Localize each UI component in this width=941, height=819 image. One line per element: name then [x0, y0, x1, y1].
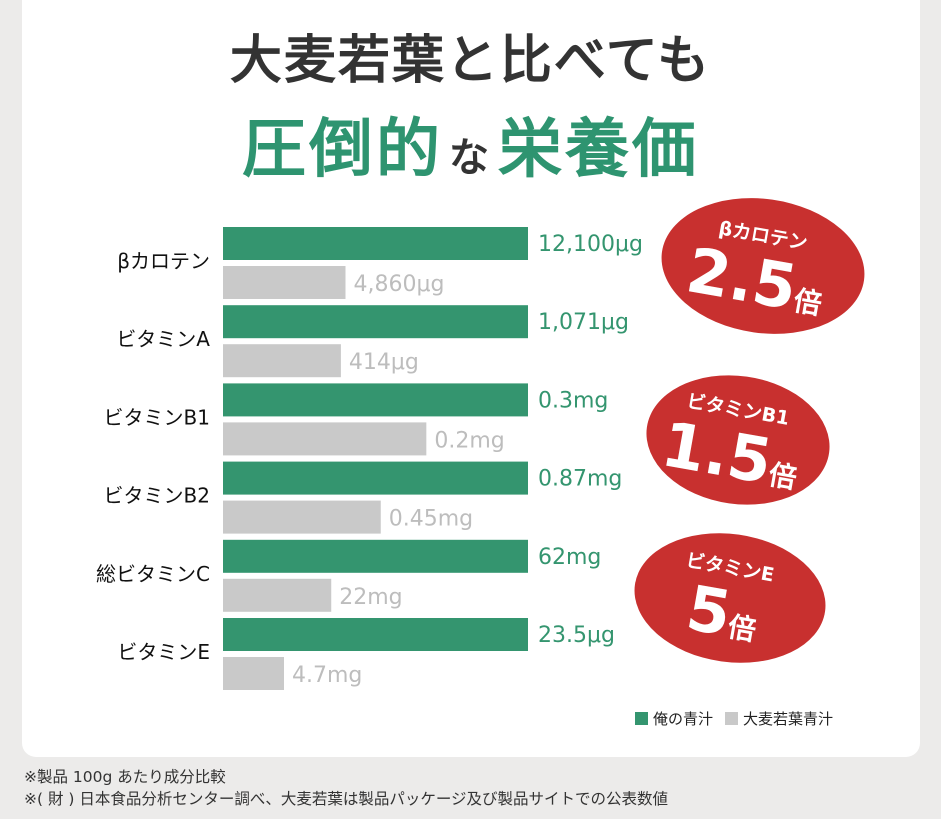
value-label-ours: 23.5μg [538, 623, 615, 648]
headline: 大麦若葉と比べても [229, 31, 712, 91]
multiplier-badge [634, 533, 826, 663]
footnote-2: ※( 財 ) 日本食品分析センター調べ、大麦若葉は製品パッケージ及び製品サイトで… [24, 790, 669, 808]
bar-barley [223, 578, 332, 612]
bar-ours [223, 227, 528, 260]
bar-ours [223, 539, 528, 573]
bar-ours [223, 305, 528, 339]
legend-label-barley: 大麦若葉青汁 [743, 710, 834, 728]
value-label-ours: 1,071μg [538, 310, 629, 335]
category-label: ビタミンE [117, 640, 210, 664]
category-label: ビタミンB2 [104, 484, 210, 508]
value-label-ours: 12,100μg [538, 232, 643, 257]
multiplier-badge [661, 198, 865, 334]
bar-ours [223, 461, 528, 495]
bar-barley [223, 422, 427, 456]
headline-connector: な [449, 135, 492, 181]
legend-swatch-barley [725, 712, 739, 725]
value-label-barley: 4,860μg [354, 272, 445, 297]
category-label: βカロテン [117, 249, 210, 273]
legend-label-ours: 俺の青汁 [653, 710, 714, 728]
multiplier-badge [646, 375, 830, 505]
value-label-barley: 4.7mg [292, 663, 362, 688]
value-label-ours: 0.3mg [538, 388, 608, 413]
bar-ours [223, 618, 528, 651]
headline-part-b: 栄養価 [498, 113, 699, 187]
bar-barley [223, 266, 346, 299]
legend-item-barley: 大麦若葉青汁 [725, 708, 833, 729]
headline-part-a: 圧倒的 [242, 113, 443, 187]
bar-barley [223, 344, 341, 378]
legend-item-ours: 俺の青汁 [635, 708, 713, 729]
value-label-barley: 0.2mg [434, 428, 504, 453]
footnote-1: ※製品 100g あたり成分比較 [24, 768, 226, 786]
value-label-barley: 22mg [339, 585, 402, 610]
value-label-ours: 0.87mg [538, 467, 622, 492]
headline-emphasis: 圧倒的 な栄養価 [0, 98, 941, 190]
bar-barley [223, 500, 381, 534]
bar-ours [223, 383, 528, 417]
legend: 俺の青汁 大麦若葉青汁 [635, 708, 845, 729]
footnotes: ※製品 100g あたり成分比較 ※( 財 ) 日本食品分析センター調べ、大麦若… [24, 766, 668, 810]
bar-barley [223, 657, 284, 690]
value-label-ours: 62mg [538, 545, 601, 570]
category-label: ビタミンB1 [104, 405, 210, 429]
category-label: ビタミンA [116, 327, 210, 351]
category-label: 総ビタミンC [96, 562, 210, 586]
value-label-barley: 414μg [349, 350, 419, 375]
legend-swatch-ours [635, 712, 648, 725]
value-label-barley: 0.45mg [389, 507, 473, 532]
